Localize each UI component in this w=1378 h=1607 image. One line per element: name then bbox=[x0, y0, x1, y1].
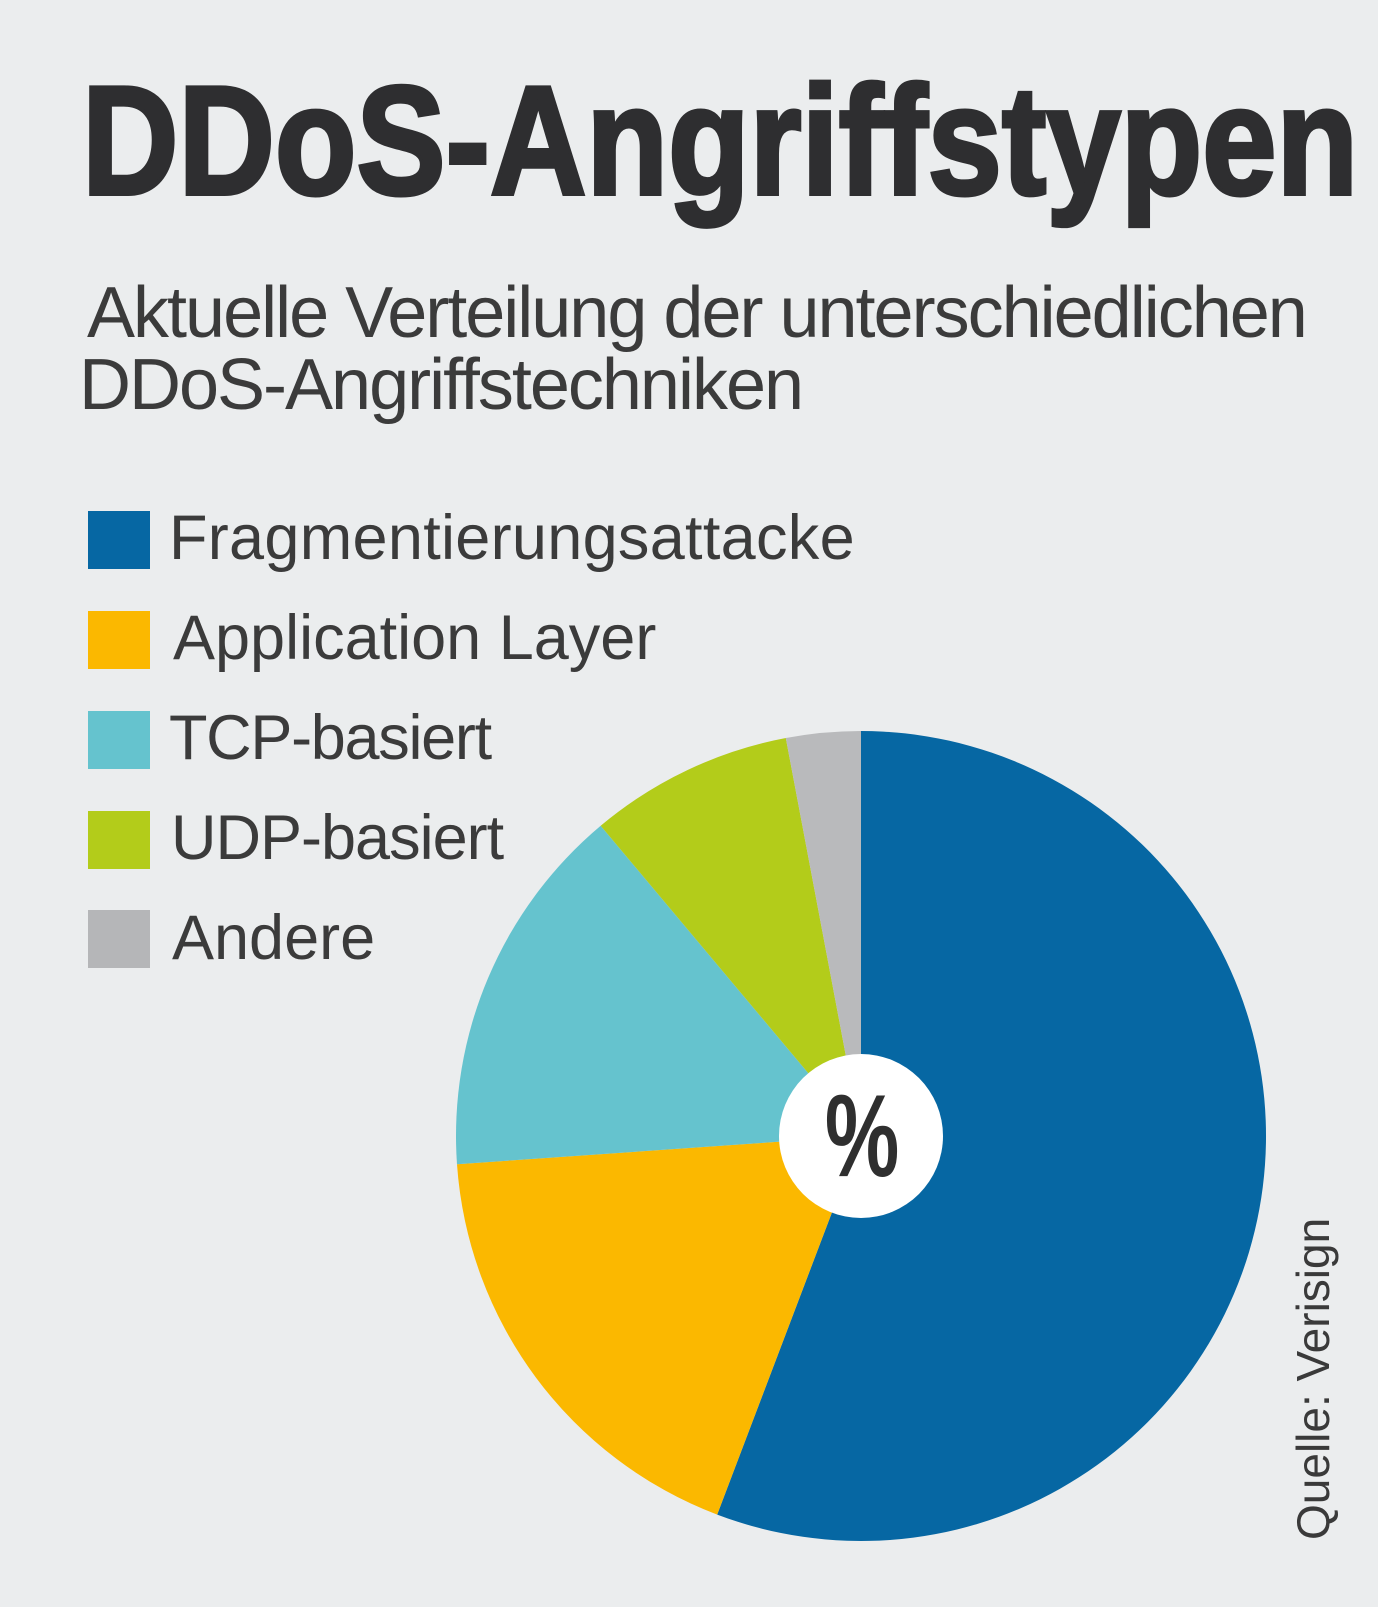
svg-text:%: % bbox=[825, 1070, 899, 1201]
